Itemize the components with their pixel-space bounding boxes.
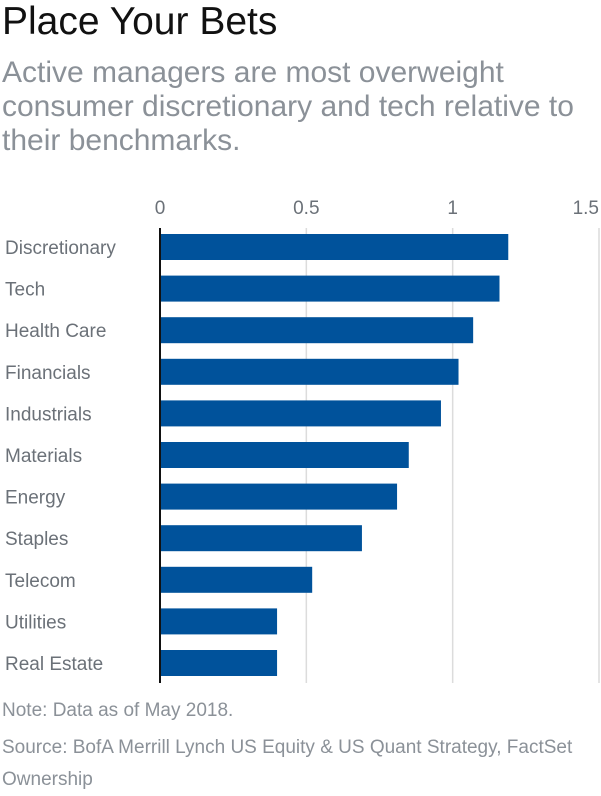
bar <box>160 275 500 302</box>
category-label: Tech <box>5 280 45 301</box>
category-label: Health Care <box>5 321 106 342</box>
bar <box>160 608 278 635</box>
category-label: Energy <box>5 488 66 509</box>
category-label: Utilities <box>5 612 66 633</box>
bar <box>160 566 313 593</box>
category-label: Discretionary <box>5 238 116 259</box>
bar <box>160 442 409 468</box>
x-tick-label: 0 <box>155 198 166 219</box>
chart-subtitle: Active managers are most overweight cons… <box>2 56 574 157</box>
x-tick-label: 0.5 <box>293 198 319 219</box>
bar <box>160 525 362 552</box>
source-text: Source: BofA Merrill Lynch US Equity & U… <box>2 737 573 790</box>
note-text: Note: Data as of May 2018. <box>2 700 234 721</box>
bars <box>160 234 509 676</box>
category-label: Telecom <box>5 571 76 592</box>
chart-title: Place Your Bets <box>2 0 278 43</box>
bar <box>160 234 509 260</box>
bar-chart: 0 0.5 1 1.5 Discretionary Tech Health Care Fin… <box>5 198 600 683</box>
category-label: Financials <box>5 363 91 384</box>
category-label: Materials <box>5 446 82 467</box>
category-labels: Discretionary Tech Health Care Financials In… <box>5 238 116 675</box>
bar <box>160 358 459 385</box>
bar <box>160 400 441 427</box>
bar <box>160 317 474 344</box>
x-tick-label: 1.5 <box>573 198 599 219</box>
bar <box>160 650 278 676</box>
category-label: Real Estate <box>5 654 103 675</box>
x-tick-label: 1 <box>447 198 458 219</box>
category-label: Staples <box>5 529 68 550</box>
category-label: Industrials <box>5 404 92 425</box>
bar <box>160 483 398 510</box>
x-axis-ticks: 0 0.5 1 1.5 <box>155 198 599 219</box>
